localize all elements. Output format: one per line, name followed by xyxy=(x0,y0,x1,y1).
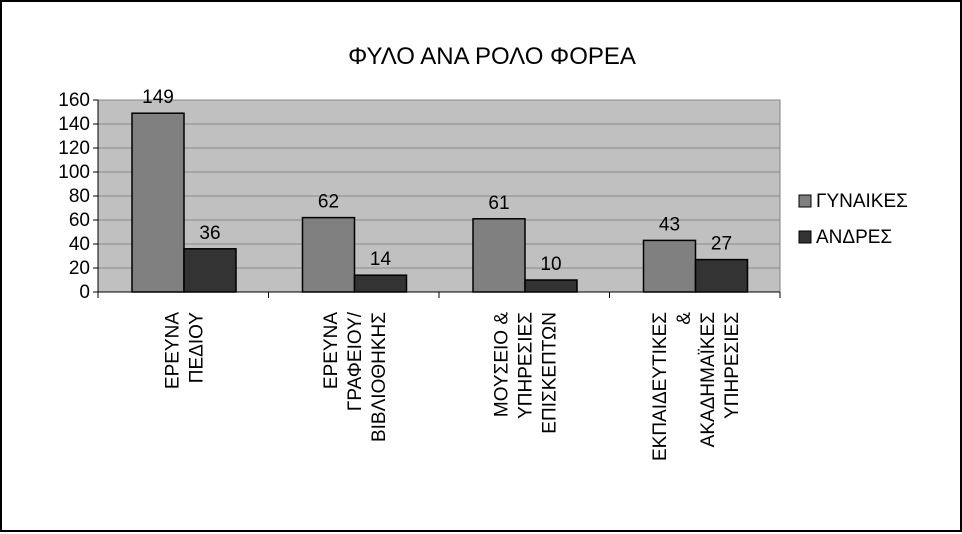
category-label-1: ΕΡΕΥΝΑ ΓΡΑΦΕΙΟΥ/ΒΙΒΛΙΟΘΗΚΗΣ xyxy=(321,311,390,442)
y-tick-label: 60 xyxy=(69,210,90,231)
bar-women-3 xyxy=(644,240,696,292)
category-label-3: ΕΚΠΑΙΔΕΥΤΙΚΕΣ & ΑΚΑΔΗΜΑΪΚΕΣ ΥΠΗΡΕΣΙΕΣ xyxy=(650,312,743,461)
legend-swatch-women xyxy=(799,195,811,207)
category-label-line: ΕΠΙΣΚΕΠΤΩΝ xyxy=(539,312,560,434)
category-label-line: ΜΟΥΣΕΙΟ & xyxy=(491,312,512,417)
category-label-line: ΕΡΕΥΝΑ xyxy=(162,312,183,389)
bar-women-2 xyxy=(473,219,525,292)
bar-men-0 xyxy=(184,249,236,292)
y-tick-label: 20 xyxy=(69,258,90,279)
bar-men-1 xyxy=(355,275,407,292)
legend-swatch-men xyxy=(799,231,811,243)
category-label-line: ΥΠΗΡΕΣΙΕΣ xyxy=(515,312,536,419)
data-label: 14 xyxy=(370,249,392,270)
y-tick-label: 160 xyxy=(58,90,90,111)
y-tick-label: 0 xyxy=(79,282,90,303)
y-tick-label: 80 xyxy=(69,186,90,207)
bar-women-0 xyxy=(132,113,184,292)
data-label: 10 xyxy=(540,254,561,275)
chart-title: ΦΥΛΟ ΑΝΑ ΡΟΛΟ ΦΟΡΕΑ xyxy=(348,43,636,70)
category-label-line: ΥΠΗΡΕΣΙΕΣ xyxy=(722,312,743,419)
y-tick-label: 120 xyxy=(58,138,90,159)
data-label: 27 xyxy=(711,234,732,255)
category-label-0: ΕΡΕΥΝΑ ΠΕΔΙΟΥ xyxy=(162,312,207,389)
category-label-line: & xyxy=(674,312,695,325)
category-label-line: ΕΡΕΥΝΑ xyxy=(321,312,342,389)
category-label-line: ΒΙΒΛΙΟΘΗΚΗΣ xyxy=(369,312,390,442)
data-label: 36 xyxy=(199,223,220,244)
category-label-line: ΕΚΠΑΙΔΕΥΤΙΚΕΣ xyxy=(650,312,671,461)
y-tick-label: 40 xyxy=(69,234,90,255)
bar-men-3 xyxy=(696,260,748,292)
legend-label-men: ΑΝΔΡΕΣ xyxy=(816,227,892,248)
category-label-2: ΜΟΥΣΕΙΟ & ΥΠΗΡΕΣΙΕΣ ΕΠΙΣΚΕΠΤΩΝ xyxy=(491,312,560,434)
bar-men-2 xyxy=(525,280,577,292)
y-tick-label: 140 xyxy=(58,114,90,135)
data-label: 61 xyxy=(488,193,509,214)
data-label: 43 xyxy=(659,214,680,235)
y-tick-label: 100 xyxy=(58,162,90,183)
legend-label-women: ΓΥΝΑΙΚΕΣ xyxy=(816,191,908,212)
category-label-line: ΓΡΑΦΕΙΟΥ/ xyxy=(345,311,366,411)
data-label: 62 xyxy=(318,192,339,213)
bar-women-1 xyxy=(303,218,355,292)
category-label-line: ΠΕΔΙΟΥ xyxy=(186,312,207,384)
data-label: 149 xyxy=(142,87,174,108)
category-label-line: ΑΚΑΔΗΜΑΪΚΕΣ xyxy=(698,312,719,447)
